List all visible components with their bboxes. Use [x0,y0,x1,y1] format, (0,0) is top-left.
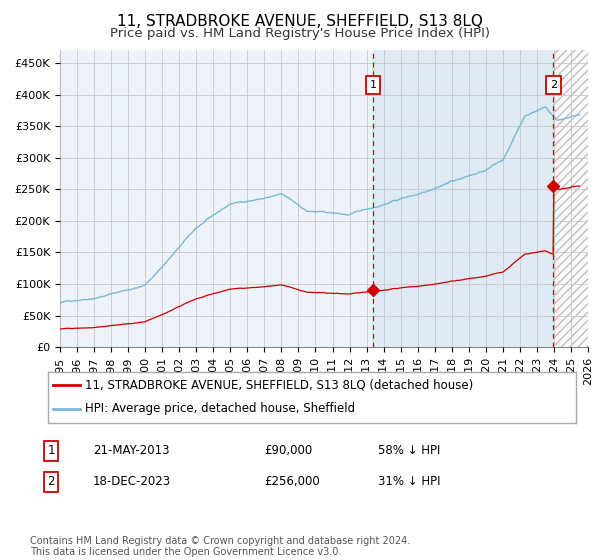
11, STRADBROKE AVENUE, SHEFFIELD, S13 8LQ (detached house) [550,182,557,189]
HPI: Average price, detached house, Sheffield: (2e+03, 1.22e+05): Average price, detached house, Sheffield… [155,267,163,273]
Text: 1: 1 [370,80,377,90]
Text: 11, STRADBROKE AVENUE, SHEFFIELD, S13 8LQ (detached house): 11, STRADBROKE AVENUE, SHEFFIELD, S13 8L… [85,379,473,391]
Line: HPI: Average price, detached house, Sheffield: HPI: Average price, detached house, Shef… [60,107,580,303]
Text: £256,000: £256,000 [264,475,320,488]
Text: £90,000: £90,000 [264,444,312,458]
Text: 1: 1 [47,444,55,458]
Text: 31% ↓ HPI: 31% ↓ HPI [378,475,440,488]
Text: 21-MAY-2013: 21-MAY-2013 [93,444,170,458]
HPI: Average price, detached house, Sheffield: (2.01e+03, 2.3e+05): Average price, detached house, Sheffield… [387,199,394,206]
11, STRADBROKE AVENUE, SHEFFIELD, S13 8LQ (detached house) [155,312,163,319]
11, STRADBROKE AVENUE, SHEFFIELD, S13 8LQ (detached house) [360,289,367,296]
Text: 2: 2 [550,80,557,90]
11, STRADBROKE AVENUE, SHEFFIELD, S13 8LQ (detached house) [289,284,296,291]
Bar [373,50,553,347]
HPI: Average price, detached house, Sheffield: (2e+03, 7.01e+04): Average price, detached house, Sheffield… [56,300,64,306]
Text: Price paid vs. HM Land Registry's House Price Index (HPI): Price paid vs. HM Land Registry's House … [110,27,490,40]
HPI: Average price, detached house, Sheffield: (2.01e+03, 2.32e+05): Average price, detached house, Sheffield… [289,197,296,204]
Text: 58% ↓ HPI: 58% ↓ HPI [378,444,440,458]
11, STRADBROKE AVENUE, SHEFFIELD, S13 8LQ (detached house) [56,326,64,333]
11, STRADBROKE AVENUE, SHEFFIELD, S13 8LQ (detached house) [387,286,394,292]
HPI: Average price, detached house, Sheffield: (2.03e+03, 3.68e+05): Average price, detached house, Sheffield… [576,111,583,118]
11, STRADBROKE AVENUE, SHEFFIELD, S13 8LQ (detached house) [229,286,236,292]
Text: Contains HM Land Registry data © Crown copyright and database right 2024.
This d: Contains HM Land Registry data © Crown c… [30,535,410,557]
Text: 2: 2 [47,475,55,488]
Text: HPI: Average price, detached house, Sheffield: HPI: Average price, detached house, Shef… [85,402,355,415]
HPI: Average price, detached house, Sheffield: (2.02e+03, 3.8e+05): Average price, detached house, Sheffield… [542,104,549,110]
Text: 18-DEC-2023: 18-DEC-2023 [93,475,171,488]
HPI: Average price, detached house, Sheffield: (2.02e+03, 2.72e+05): Average price, detached house, Sheffield… [467,172,475,179]
HPI: Average price, detached house, Sheffield: (2.01e+03, 2.18e+05): Average price, detached house, Sheffield… [360,207,367,213]
Text: 11, STRADBROKE AVENUE, SHEFFIELD, S13 8LQ: 11, STRADBROKE AVENUE, SHEFFIELD, S13 8L… [117,14,483,29]
Line: 11, STRADBROKE AVENUE, SHEFFIELD, S13 8LQ (detached house): 11, STRADBROKE AVENUE, SHEFFIELD, S13 8L… [60,185,580,329]
Bar [553,50,588,347]
HPI: Average price, detached house, Sheffield: (2.01e+03, 2.27e+05): Average price, detached house, Sheffield… [229,200,236,207]
11, STRADBROKE AVENUE, SHEFFIELD, S13 8LQ (detached house) [576,183,583,189]
11, STRADBROKE AVENUE, SHEFFIELD, S13 8LQ (detached house) [467,275,475,282]
